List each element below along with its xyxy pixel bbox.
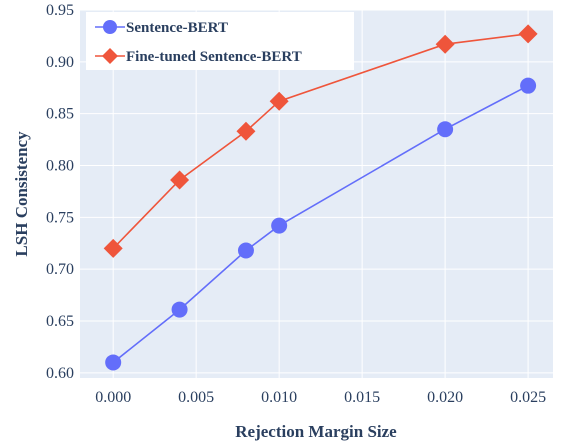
data-point [171,301,188,318]
y-tick-label: 0.75 [46,209,74,226]
x-tick-label: 0.010 [261,389,297,406]
legend: Sentence-BERT Fine-tuned Sentence-BERT [86,12,354,70]
x-tick-label: 0.005 [178,389,214,406]
x-axis-title: Rejection Margin Size [235,422,397,441]
data-point [271,217,288,234]
data-point [437,121,454,138]
legend-marker [102,48,118,64]
legend-item: Sentence-BERT [95,20,228,36]
legend-item: Fine-tuned Sentence-BERT [95,48,302,65]
series-1-line [112,84,529,364]
plot-background [80,10,553,378]
x-tick-label: 0.025 [510,389,546,406]
data-point [103,238,123,258]
legend-label: Sentence-BERT [126,20,228,36]
data-point [518,24,538,44]
data-point [236,121,256,141]
x-tick-label: 0.020 [427,389,463,406]
y-axis-ticks: 0.60 0.65 0.70 0.75 0.80 0.85 0.90 0.95 [46,2,74,382]
data-point [237,242,254,259]
y-tick-label: 0.95 [46,2,74,19]
data-point [435,34,455,54]
data-point [269,91,289,111]
y-tick-label: 0.70 [46,261,74,278]
y-axis-title: LSH Consistency [12,131,31,257]
legend-box [86,12,354,70]
series-layer [103,24,538,371]
y-tick-label: 0.85 [46,106,74,123]
grid [80,9,553,378]
legend-label: Fine-tuned Sentence-BERT [126,49,302,65]
series-2 [103,24,538,258]
series-1 [105,77,537,371]
legend-marker [103,20,117,34]
y-tick-label: 0.80 [46,157,74,174]
x-tick-label: 0.000 [95,389,131,406]
series-2-line [112,33,529,249]
x-axis-ticks: 0.000 0.005 0.010 0.015 0.020 0.025 [95,389,546,406]
y-tick-label: 0.90 [46,54,74,71]
data-point [105,354,122,371]
data-point [170,170,190,190]
data-point [520,77,537,94]
y-tick-label: 0.60 [46,365,74,382]
x-tick-label: 0.015 [344,389,380,406]
y-tick-label: 0.65 [46,313,74,330]
